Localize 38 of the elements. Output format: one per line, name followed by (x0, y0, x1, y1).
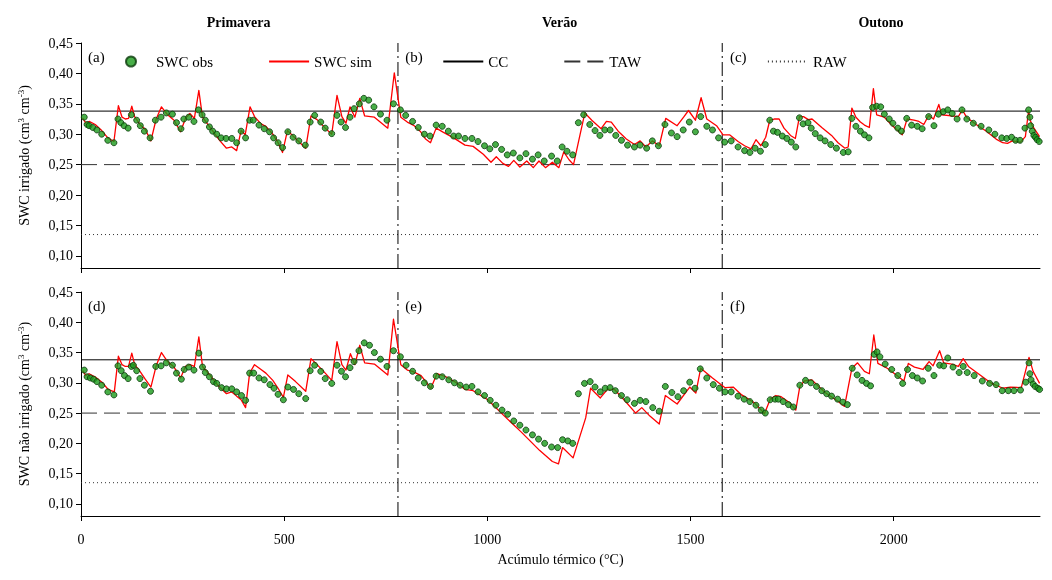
annotation: (f) (729, 297, 745, 315)
y-tick-label: 0,35 (48, 96, 73, 112)
y-tick-label: 0,20 (48, 187, 73, 203)
y-tick-label: 0,10 (48, 496, 73, 512)
x-tick-label: 500 (273, 531, 295, 547)
annotation: (a) (88, 48, 105, 66)
y-axis-title: SWC não irrigado (cm3 cm-3) (15, 321, 33, 487)
y-tick-label: 0,40 (48, 65, 73, 81)
y-tick-label: 0,30 (48, 126, 73, 142)
y-tick-label: 0,30 (48, 375, 73, 391)
x-tick-label: 2000 (879, 531, 908, 547)
y-tick-label: 0,40 (48, 314, 73, 330)
y-tick-label: 0,35 (48, 345, 73, 361)
legend-label: TAW (609, 53, 642, 70)
annotation: (e) (405, 297, 422, 315)
y-tick-label: 0,25 (48, 157, 73, 173)
annotation: (c) (729, 48, 747, 66)
x-tick-label: 1000 (473, 531, 502, 547)
y-tick-label: 0,20 (48, 435, 73, 451)
annotation: (d) (88, 297, 106, 315)
annotation: (b) (405, 48, 423, 66)
x-tick-label: 0 (77, 531, 85, 547)
text: Primavera (206, 14, 271, 30)
y-tick-label: 0,15 (48, 217, 73, 233)
y-tick-label: 0,45 (48, 284, 73, 300)
text: Verão (541, 14, 578, 30)
legend-label: SWC sim (314, 53, 373, 70)
text: Outono (858, 14, 904, 30)
legend-label: RAW (812, 53, 848, 70)
x-tick-label: 1500 (676, 531, 705, 547)
legend-label: SWC obs (156, 53, 214, 70)
legend-label: CC (488, 53, 509, 70)
y-tick-label: 0,10 (48, 248, 73, 264)
y-axis-title: SWC irrigado (cm3 cm-3) (15, 84, 33, 226)
y-tick-label: 0,45 (48, 35, 73, 51)
y-tick-label: 0,15 (48, 466, 73, 482)
x-axis-title: Acúmulo térmico (°C) (497, 551, 624, 568)
y-tick-label: 0,25 (48, 405, 73, 421)
